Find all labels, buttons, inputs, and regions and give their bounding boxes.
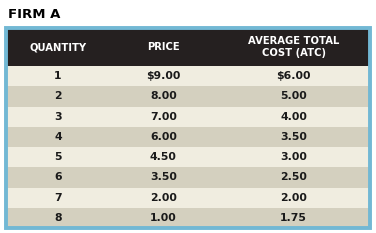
- Bar: [217, 167, 370, 188]
- Text: 4.00: 4.00: [280, 112, 307, 122]
- Bar: [110, 106, 217, 127]
- Bar: [110, 208, 217, 228]
- Text: 6: 6: [54, 172, 62, 182]
- Bar: [6, 28, 110, 66]
- Bar: [217, 28, 370, 66]
- Bar: [6, 208, 110, 228]
- Bar: [217, 208, 370, 228]
- Text: 3.00: 3.00: [280, 152, 307, 162]
- Bar: [110, 86, 217, 106]
- Text: 3: 3: [54, 112, 62, 122]
- Text: 2.50: 2.50: [280, 172, 307, 182]
- Text: 3.50: 3.50: [150, 172, 177, 182]
- Text: 1: 1: [54, 71, 62, 81]
- Text: 4.50: 4.50: [150, 152, 177, 162]
- Bar: [217, 86, 370, 106]
- Text: 5: 5: [54, 152, 62, 162]
- Bar: [110, 28, 217, 66]
- Text: 1.00: 1.00: [150, 213, 177, 223]
- Text: 4: 4: [54, 132, 62, 142]
- Text: $9.00: $9.00: [146, 71, 180, 81]
- Bar: [217, 188, 370, 208]
- Bar: [110, 66, 217, 86]
- Text: 8.00: 8.00: [150, 91, 177, 101]
- Bar: [217, 147, 370, 167]
- Bar: [6, 147, 110, 167]
- Bar: [217, 127, 370, 147]
- Text: 8: 8: [54, 213, 62, 223]
- Text: 2.00: 2.00: [150, 193, 177, 203]
- Text: 7.00: 7.00: [150, 112, 177, 122]
- Text: 7: 7: [54, 193, 62, 203]
- Text: FIRM A: FIRM A: [8, 8, 61, 21]
- Bar: [110, 167, 217, 188]
- Bar: [6, 188, 110, 208]
- Bar: [110, 188, 217, 208]
- Bar: [6, 127, 110, 147]
- Bar: [6, 106, 110, 127]
- Text: 6.00: 6.00: [150, 132, 177, 142]
- Bar: [6, 167, 110, 188]
- Bar: [6, 28, 370, 228]
- Text: 2.00: 2.00: [280, 193, 307, 203]
- Text: 2: 2: [54, 91, 62, 101]
- Bar: [110, 147, 217, 167]
- Text: $6.00: $6.00: [276, 71, 311, 81]
- Bar: [217, 66, 370, 86]
- Text: 5.00: 5.00: [280, 91, 307, 101]
- Text: 3.50: 3.50: [280, 132, 307, 142]
- Text: PRICE: PRICE: [147, 42, 180, 52]
- Text: 1.75: 1.75: [280, 213, 307, 223]
- Bar: [6, 86, 110, 106]
- Text: QUANTITY: QUANTITY: [29, 42, 86, 52]
- Bar: [6, 66, 110, 86]
- Bar: [110, 127, 217, 147]
- Bar: [217, 106, 370, 127]
- Text: AVERAGE TOTAL
COST (ATC): AVERAGE TOTAL COST (ATC): [248, 36, 339, 58]
